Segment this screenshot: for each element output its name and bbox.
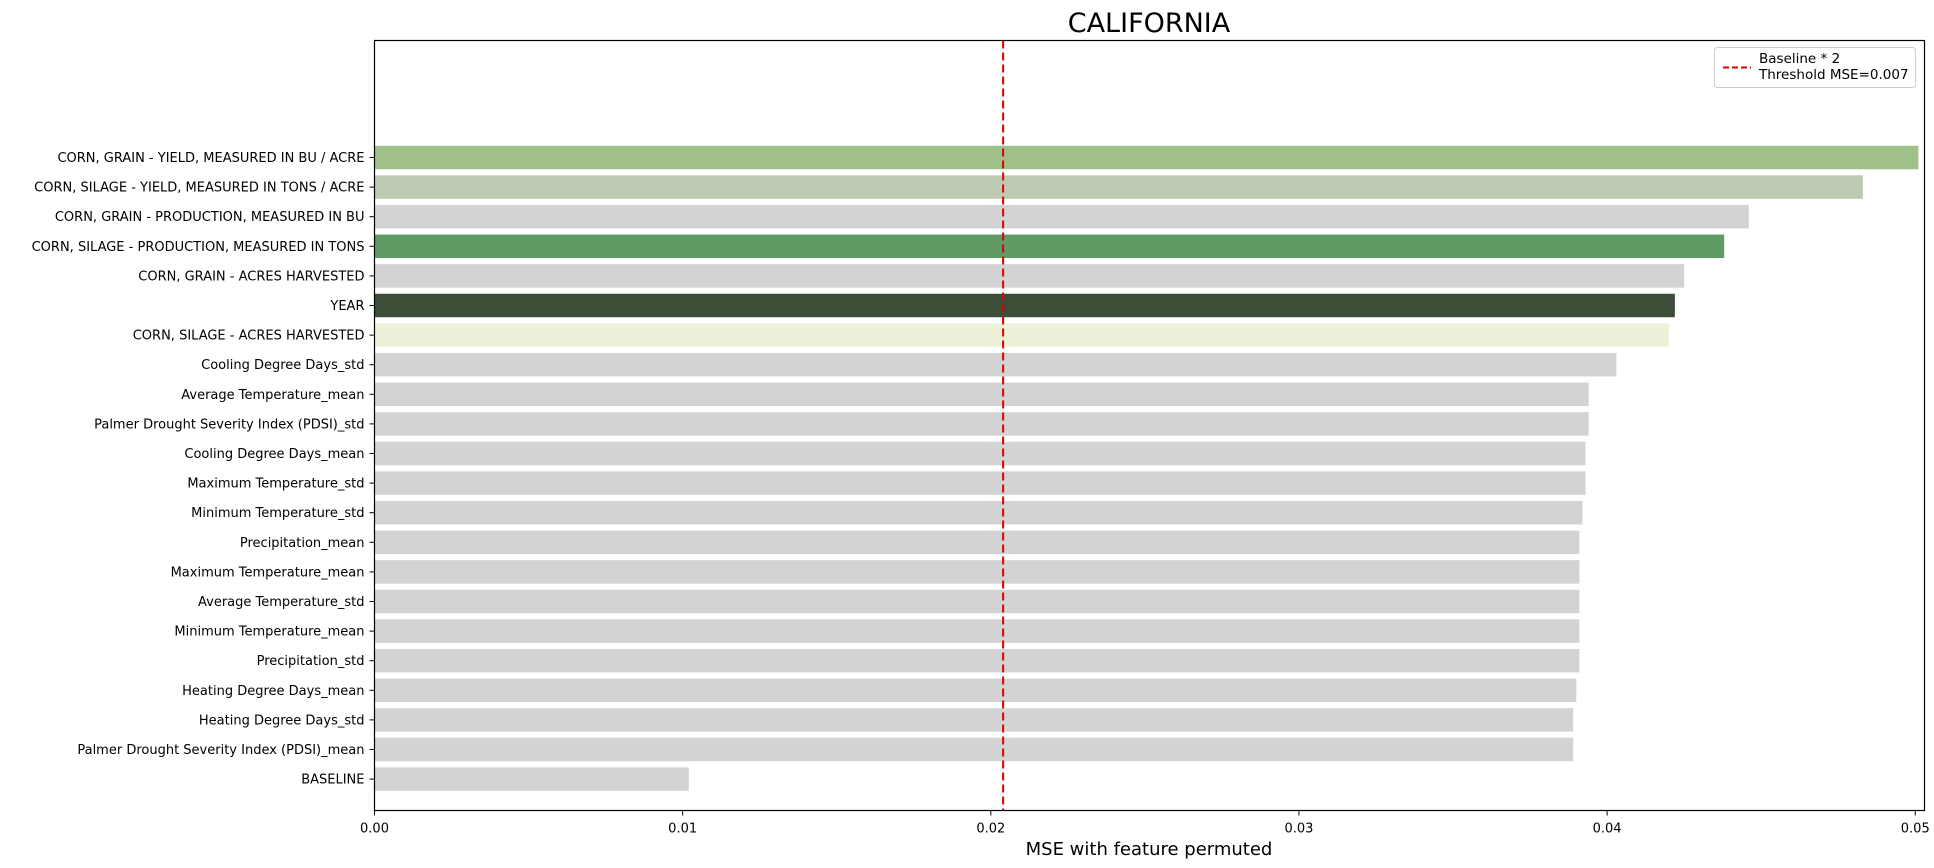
- y-tick-label: Palmer Drought Severity Index (PDSI)_std: [94, 417, 364, 432]
- y-tick-label: CORN, GRAIN - PRODUCTION, MEASURED IN BU: [55, 210, 365, 225]
- y-tick-label: Precipitation_std: [257, 654, 365, 669]
- bar-19: [374, 708, 1574, 732]
- plot-frame: [373, 39, 1926, 812]
- x-tick-label: 0.01: [668, 822, 697, 837]
- bar-9: [374, 412, 1589, 436]
- bar-13: [374, 530, 1580, 555]
- bar-3: [374, 234, 1725, 259]
- y-tick-label: Heating Degree Days_mean: [182, 684, 364, 699]
- chart-title: CALIFORNIA: [1068, 8, 1231, 39]
- bar-21: [374, 767, 689, 791]
- y-tick-label: Minimum Temperature_mean: [174, 625, 364, 640]
- y-tick-label: YEAR: [329, 299, 364, 314]
- bar-4: [374, 264, 1685, 288]
- y-tick-label: Cooling Degree Days_mean: [184, 447, 364, 462]
- x-tick-label: 0.03: [1284, 822, 1313, 837]
- y-tick-label: CORN, SILAGE - ACRES HARVESTED: [133, 329, 365, 344]
- legend-box: [1714, 47, 1916, 88]
- y-tick-label: Minimum Temperature_std: [191, 506, 364, 521]
- legend: Baseline * 2 Threshold MSE=0.007: [1714, 47, 1916, 88]
- y-tick-label: CORN, GRAIN - ACRES HARVESTED: [138, 269, 364, 284]
- legend-entry-line-2: Threshold MSE=0.007: [1758, 67, 1909, 83]
- bar-20: [374, 737, 1574, 762]
- bar-7: [374, 352, 1617, 377]
- x-tick-label: 0.05: [1901, 822, 1930, 837]
- y-tick-label: Heating Degree Days_std: [199, 713, 365, 728]
- y-tick-label: Precipitation_mean: [240, 536, 365, 551]
- y-tick-label: CORN, SILAGE - YIELD, MEASURED IN TONS /…: [34, 181, 364, 196]
- bar-16: [374, 619, 1580, 643]
- bar-12: [374, 500, 1583, 525]
- bars-layer: [374, 145, 1919, 791]
- bar-17: [374, 648, 1580, 673]
- y-tick-label: Maximum Temperature_mean: [171, 565, 365, 580]
- x-axis-title: MSE with feature permuted: [1026, 839, 1273, 860]
- x-axis-ticks: 0.00 0.01 0.02 0.03 0.04 0.05: [360, 810, 1930, 837]
- y-tick-label: BASELINE: [301, 773, 364, 788]
- bar-6: [374, 323, 1669, 347]
- y-tick-label: Average Temperature_mean: [181, 388, 364, 403]
- legend-entry-line-1: Baseline * 2: [1759, 51, 1840, 67]
- y-tick-label: CORN, SILAGE - PRODUCTION, MEASURED IN T…: [32, 240, 365, 255]
- bar-15: [374, 589, 1580, 614]
- bar-11: [374, 471, 1586, 495]
- bar-8: [374, 382, 1589, 407]
- bar-2: [374, 204, 1749, 229]
- x-tick-label: 0.00: [360, 822, 389, 837]
- x-tick-label: 0.04: [1593, 822, 1622, 837]
- y-tick-label: Palmer Drought Severity Index (PDSI)_mea…: [77, 743, 364, 758]
- bar-10: [374, 441, 1586, 466]
- bar-1: [374, 175, 1863, 199]
- y-tick-label: Maximum Temperature_std: [187, 477, 364, 492]
- y-tick-label: CORN, GRAIN - YIELD, MEASURED IN BU / AC…: [57, 151, 364, 166]
- y-tick-label: Average Temperature_std: [198, 595, 365, 610]
- bar-18: [374, 678, 1577, 703]
- x-tick-label: 0.02: [976, 822, 1005, 837]
- y-tick-label: Cooling Degree Days_std: [201, 358, 364, 373]
- bar-14: [374, 560, 1580, 584]
- bar-0: [374, 145, 1919, 170]
- y-tick-labels: CORN, GRAIN - YIELD, MEASURED IN BU / AC…: [32, 151, 375, 788]
- bar-5: [374, 293, 1675, 318]
